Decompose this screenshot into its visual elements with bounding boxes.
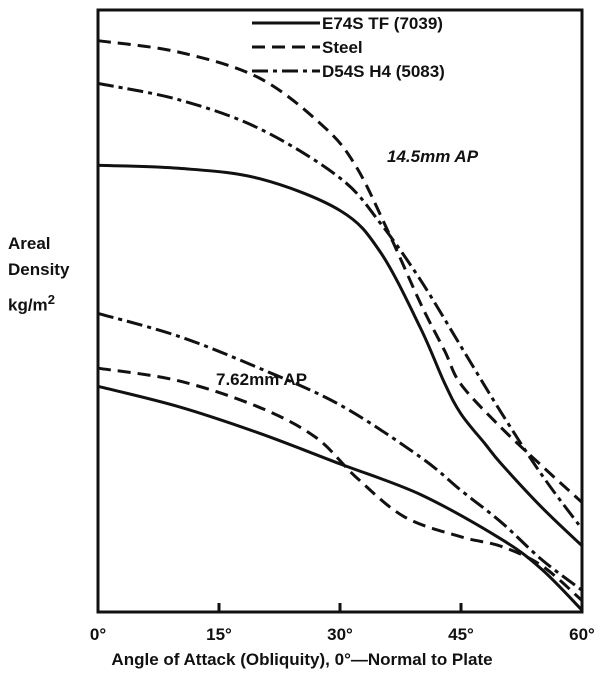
series-7-62mm-steel <box>97 366 583 602</box>
x-tick-label: 60° <box>569 625 595 644</box>
annotation-14-5mm: 14.5mm AP <box>387 147 479 166</box>
x-tick-label: 45° <box>448 625 474 644</box>
series-14-5mm-d54s-h4-5083 <box>97 81 584 530</box>
series-7-62mm-d54s-h4-5083 <box>97 311 583 592</box>
plot-frame <box>96 8 584 614</box>
x-axis-label: Angle of Attack (Obliquity), 0°—Normal t… <box>111 650 493 669</box>
legend-label-e74s: E74S TF (7039) <box>322 14 443 33</box>
curves <box>97 39 584 612</box>
x-tick-label: 0° <box>90 625 106 644</box>
annotation-7-62mm: 7.62mm AP <box>216 370 307 389</box>
series-14-5mm-e74s-tf-7039 <box>97 163 584 547</box>
x-tick-label: 15° <box>206 625 232 644</box>
legend-label-d54s: D54S H4 (5083) <box>322 62 445 81</box>
y-axis-label-line-1: Areal <box>8 234 51 253</box>
x-axis-ticks: 0° 15° 30° 45° 60° <box>90 603 595 644</box>
legend-label-steel: Steel <box>322 38 363 57</box>
legend: E74S TF (7039) Steel D54S H4 (5083) <box>252 14 445 81</box>
y-axis-label-line-2: Density <box>8 260 70 279</box>
series-7-62mm-e74s-tf-7039 <box>97 384 584 612</box>
x-tick-label: 30° <box>327 625 353 644</box>
series-14-5mm-steel <box>97 39 584 504</box>
y-axis-unit: kg/m <box>8 295 48 315</box>
y-axis-unit-exponent: 2 <box>47 292 55 307</box>
y-axis-label-line-3: kg/m2 <box>8 289 55 317</box>
